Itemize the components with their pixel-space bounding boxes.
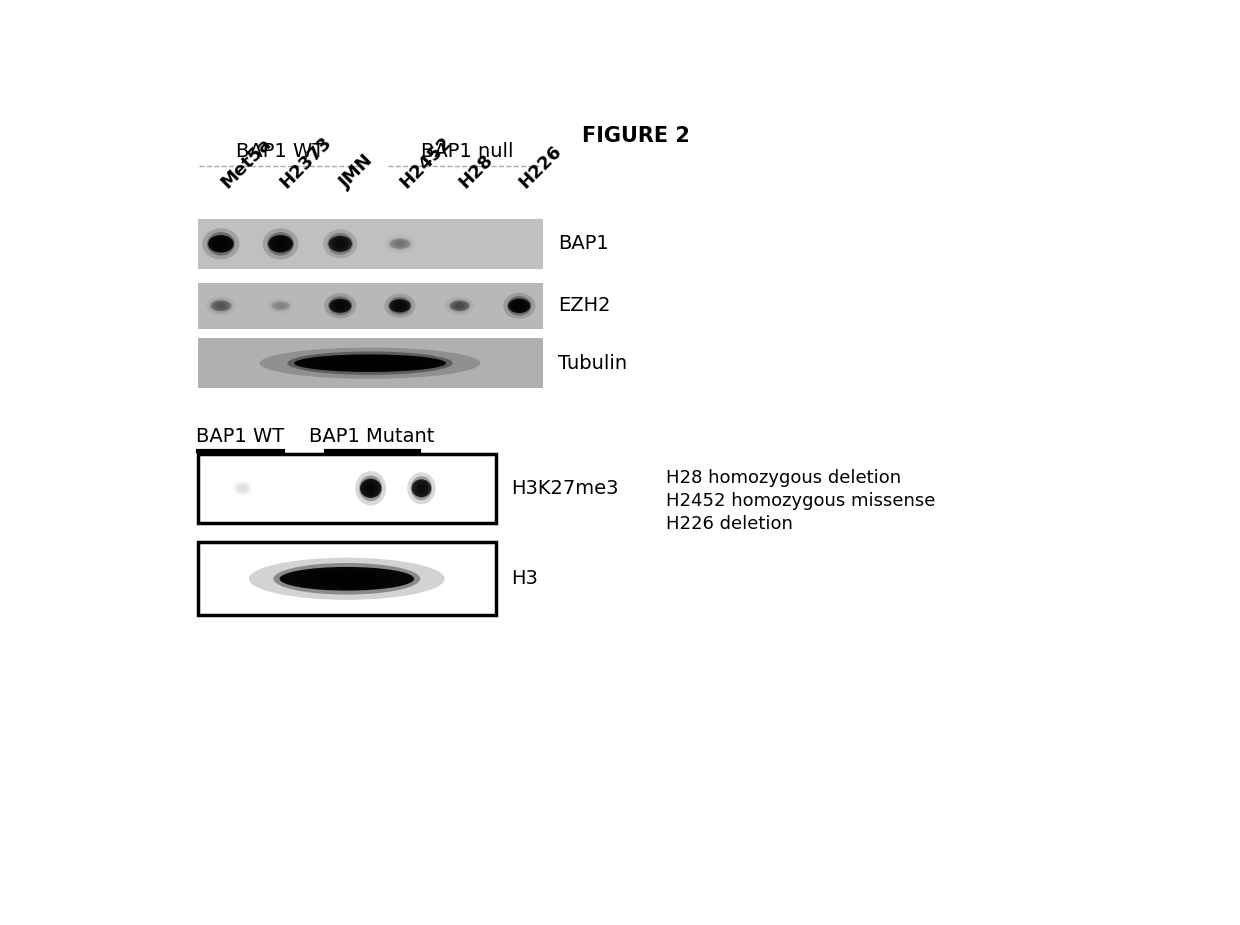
Text: H3K27me3: H3K27me3	[511, 479, 619, 498]
Ellipse shape	[329, 236, 352, 252]
Ellipse shape	[215, 239, 227, 249]
Bar	[197, 542, 496, 615]
Ellipse shape	[392, 240, 408, 248]
Ellipse shape	[417, 483, 425, 493]
Ellipse shape	[360, 478, 382, 498]
Text: Tubulin: Tubulin	[558, 353, 627, 373]
Ellipse shape	[332, 300, 348, 312]
Ellipse shape	[389, 299, 410, 313]
Text: H3: H3	[511, 569, 538, 588]
Ellipse shape	[332, 237, 348, 251]
Ellipse shape	[335, 240, 346, 248]
Text: BAP1 null: BAP1 null	[422, 142, 513, 161]
Text: H2452: H2452	[396, 133, 455, 191]
Text: JMN: JMN	[336, 151, 377, 191]
Ellipse shape	[213, 301, 228, 311]
Ellipse shape	[206, 296, 236, 315]
Text: FIGURE 2: FIGURE 2	[582, 127, 689, 146]
Ellipse shape	[449, 299, 470, 313]
Text: H2452 homozygous missense: H2452 homozygous missense	[667, 492, 936, 511]
Text: Met5a: Met5a	[217, 134, 274, 191]
Ellipse shape	[336, 358, 404, 368]
Ellipse shape	[388, 297, 412, 314]
Ellipse shape	[208, 235, 233, 253]
Ellipse shape	[396, 302, 404, 310]
Ellipse shape	[267, 232, 294, 255]
Text: H226: H226	[516, 142, 565, 191]
Ellipse shape	[294, 354, 446, 372]
Ellipse shape	[275, 239, 286, 249]
Ellipse shape	[272, 236, 290, 252]
Bar	[197, 453, 496, 523]
Ellipse shape	[407, 473, 435, 504]
Ellipse shape	[207, 232, 234, 255]
Ellipse shape	[327, 233, 353, 254]
Ellipse shape	[249, 558, 445, 599]
Ellipse shape	[216, 302, 226, 309]
Bar	[197, 283, 543, 329]
Ellipse shape	[515, 302, 525, 310]
Ellipse shape	[210, 299, 232, 313]
Text: BAP1 WT: BAP1 WT	[196, 427, 284, 446]
Ellipse shape	[211, 301, 231, 311]
Ellipse shape	[503, 293, 536, 319]
Ellipse shape	[316, 573, 377, 586]
Ellipse shape	[277, 303, 285, 308]
Ellipse shape	[511, 300, 527, 313]
Text: H28: H28	[456, 151, 497, 191]
Text: H28 homozygous deletion: H28 homozygous deletion	[667, 469, 901, 487]
Ellipse shape	[324, 229, 357, 258]
Ellipse shape	[360, 475, 382, 501]
Ellipse shape	[392, 300, 408, 312]
Ellipse shape	[445, 297, 474, 315]
Ellipse shape	[329, 299, 351, 313]
Ellipse shape	[366, 483, 376, 494]
Ellipse shape	[273, 563, 420, 595]
Ellipse shape	[279, 567, 414, 591]
Ellipse shape	[355, 471, 386, 505]
Ellipse shape	[259, 348, 480, 379]
Ellipse shape	[384, 294, 415, 318]
Bar	[197, 219, 543, 269]
Ellipse shape	[202, 228, 239, 259]
Ellipse shape	[315, 355, 425, 371]
Ellipse shape	[234, 483, 250, 494]
Text: EZH2: EZH2	[558, 296, 610, 315]
Ellipse shape	[329, 296, 352, 315]
Ellipse shape	[268, 235, 293, 253]
Ellipse shape	[410, 476, 432, 500]
Ellipse shape	[388, 237, 412, 251]
Ellipse shape	[288, 352, 453, 375]
Ellipse shape	[263, 228, 299, 259]
Text: H2373: H2373	[277, 133, 335, 191]
Ellipse shape	[274, 302, 288, 310]
Ellipse shape	[363, 480, 378, 497]
Ellipse shape	[389, 239, 410, 249]
Ellipse shape	[455, 302, 464, 309]
Ellipse shape	[412, 479, 432, 498]
Ellipse shape	[396, 241, 404, 247]
Ellipse shape	[212, 236, 231, 252]
Ellipse shape	[324, 293, 356, 318]
Ellipse shape	[508, 299, 531, 313]
Ellipse shape	[335, 302, 345, 310]
Ellipse shape	[272, 302, 290, 310]
Ellipse shape	[507, 296, 532, 315]
Text: H226 deletion: H226 deletion	[667, 515, 794, 533]
Ellipse shape	[414, 480, 429, 497]
Ellipse shape	[298, 568, 396, 589]
Text: BAP1 WT: BAP1 WT	[237, 142, 325, 161]
Text: BAP1 Mutant: BAP1 Mutant	[309, 427, 435, 446]
Ellipse shape	[453, 302, 466, 311]
Bar	[197, 339, 543, 388]
Ellipse shape	[450, 301, 470, 311]
Text: BAP1: BAP1	[558, 234, 609, 253]
